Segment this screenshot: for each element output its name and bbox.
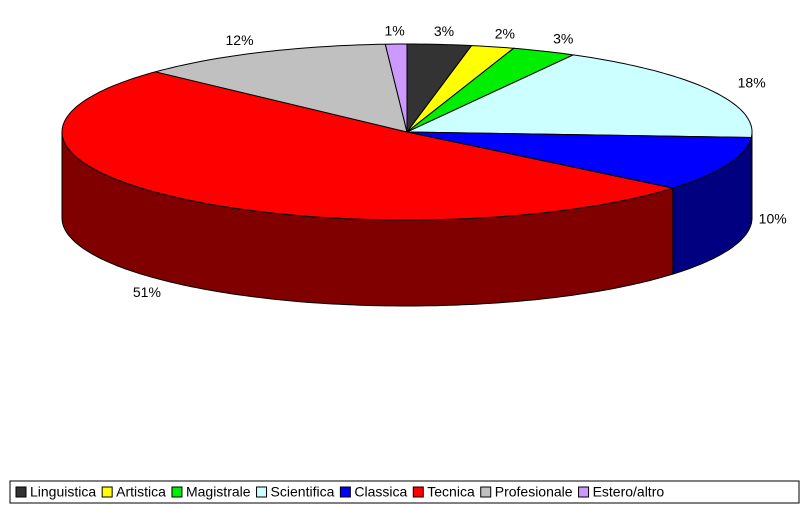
legend-swatch bbox=[171, 486, 183, 498]
legend-box bbox=[9, 480, 800, 504]
slice bbox=[61, 71, 673, 221]
legend-swatch bbox=[15, 486, 27, 498]
legend-swatch bbox=[480, 486, 492, 498]
legend-label: Classica bbox=[354, 484, 407, 500]
slice bbox=[406, 45, 515, 133]
slice bbox=[384, 43, 408, 133]
slice bbox=[155, 43, 408, 133]
legend-label: Profesionale bbox=[495, 484, 573, 500]
legend-swatch bbox=[412, 486, 424, 498]
slice bbox=[406, 47, 575, 133]
legend-label: Magistrale bbox=[186, 484, 251, 500]
legend-swatch bbox=[101, 486, 113, 498]
data-label: 10% bbox=[759, 210, 787, 226]
legend-swatch bbox=[339, 486, 351, 498]
legend-label: Tecnica bbox=[427, 484, 475, 500]
legend-label: Linguistica bbox=[30, 484, 96, 500]
data-label: 2% bbox=[495, 26, 515, 42]
data-label: 51% bbox=[133, 284, 161, 300]
legend-swatch bbox=[256, 486, 268, 498]
legend-label: Artistica bbox=[116, 484, 166, 500]
data-label: 1% bbox=[385, 22, 405, 38]
slice bbox=[406, 54, 753, 139]
data-label: 3% bbox=[434, 23, 454, 39]
data-label: 12% bbox=[226, 32, 254, 48]
legend-label: Estero/altro bbox=[593, 484, 665, 500]
data-label: 3% bbox=[553, 31, 573, 47]
slice bbox=[406, 131, 752, 189]
data-label: 18% bbox=[738, 74, 766, 90]
legend-label: Scientifica bbox=[271, 484, 335, 500]
legend-swatch bbox=[578, 486, 590, 498]
